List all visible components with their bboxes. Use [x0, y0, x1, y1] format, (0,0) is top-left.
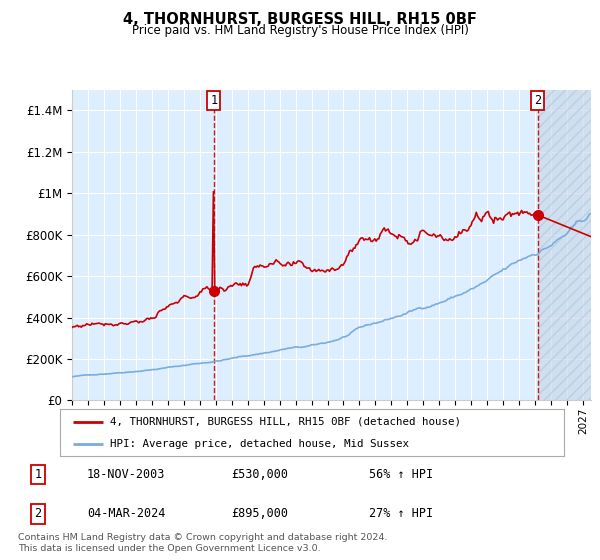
- Text: 4, THORNHURST, BURGESS HILL, RH15 0BF (detached house): 4, THORNHURST, BURGESS HILL, RH15 0BF (d…: [110, 417, 461, 427]
- Text: HPI: Average price, detached house, Mid Sussex: HPI: Average price, detached house, Mid …: [110, 438, 409, 449]
- Bar: [538, 90, 591, 400]
- Text: 2: 2: [534, 94, 541, 108]
- Text: 04-MAR-2024: 04-MAR-2024: [87, 507, 165, 520]
- Text: 1: 1: [34, 468, 41, 481]
- Text: 1: 1: [210, 94, 217, 108]
- Text: 4, THORNHURST, BURGESS HILL, RH15 0BF: 4, THORNHURST, BURGESS HILL, RH15 0BF: [123, 12, 477, 27]
- Text: 18-NOV-2003: 18-NOV-2003: [87, 468, 165, 481]
- Text: 56% ↑ HPI: 56% ↑ HPI: [369, 468, 433, 481]
- Text: Contains HM Land Registry data © Crown copyright and database right 2024.
This d: Contains HM Land Registry data © Crown c…: [18, 533, 388, 553]
- Text: £530,000: £530,000: [231, 468, 288, 481]
- Text: Price paid vs. HM Land Registry's House Price Index (HPI): Price paid vs. HM Land Registry's House …: [131, 24, 469, 37]
- Text: £895,000: £895,000: [231, 507, 288, 520]
- Text: 2: 2: [34, 507, 41, 520]
- Text: 27% ↑ HPI: 27% ↑ HPI: [369, 507, 433, 520]
